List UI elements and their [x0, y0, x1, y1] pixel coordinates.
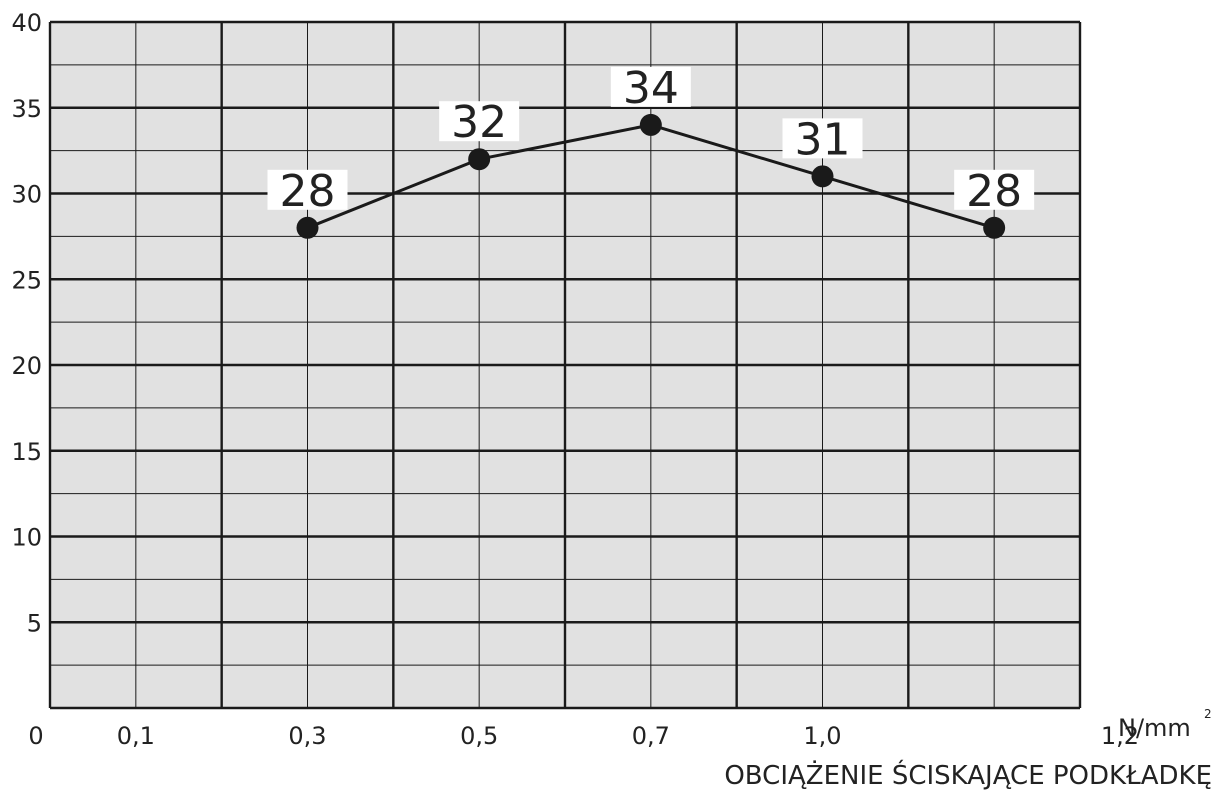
y-tick-label: 25: [11, 266, 42, 294]
x-tick-label: 1,0: [803, 722, 841, 750]
y-tick-label: 5: [27, 609, 42, 637]
data-point: [811, 165, 834, 188]
data-label-background: [610, 66, 691, 107]
x-tick-label: 0: [28, 722, 43, 750]
series-markers: [296, 113, 1006, 239]
x-axis-unit: N/mm: [1118, 714, 1191, 742]
x-tick-label: 0,5: [460, 722, 498, 750]
y-tick-label: 35: [11, 95, 42, 123]
data-label: 28: [966, 166, 1022, 217]
data-point: [639, 113, 662, 136]
x-axis-title: OBCIĄŻENIE ŚCISKAJĄCE PODKŁADKĘ: [724, 759, 1212, 791]
y-tick-label: 30: [11, 181, 42, 209]
data-labels: 28 32 34 31 28: [267, 63, 1035, 217]
data-point: [983, 216, 1006, 239]
x-tick-label: 0,3: [288, 722, 326, 750]
grid: [48, 20, 1082, 710]
y-tick-label: 20: [11, 352, 42, 380]
x-tick-label: 0,7: [632, 722, 670, 750]
data-label-background: [439, 101, 520, 142]
data-label-background: [267, 169, 348, 210]
data-label: 32: [451, 97, 507, 148]
y-tick-label: 15: [11, 438, 42, 466]
data-label-background: [954, 169, 1035, 210]
data-label: 34: [623, 63, 679, 114]
data-point: [468, 148, 491, 171]
x-tick-label: 1,2: [1101, 722, 1139, 750]
x-tick-label: 0,1: [117, 722, 155, 750]
data-point: [296, 216, 319, 239]
data-label: 28: [280, 166, 336, 217]
y-axis-ticks: 5 10 15 20 25 30 35 40: [11, 9, 42, 637]
y-tick-label: 40: [11, 9, 42, 37]
data-label-background: [782, 118, 863, 159]
x-axis-ticks: 0 0,1 0,3 0,5 0,7 1,0 1,2: [28, 722, 1139, 750]
data-label: 31: [795, 114, 851, 165]
x-axis-unit-superscript: 2: [1204, 707, 1212, 721]
y-tick-label: 10: [11, 524, 42, 552]
